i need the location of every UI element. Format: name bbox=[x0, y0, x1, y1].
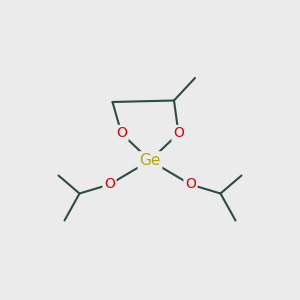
Text: O: O bbox=[116, 127, 127, 140]
Text: Ge: Ge bbox=[139, 153, 161, 168]
Text: O: O bbox=[173, 127, 184, 140]
Text: O: O bbox=[185, 178, 196, 191]
Text: O: O bbox=[104, 178, 115, 191]
